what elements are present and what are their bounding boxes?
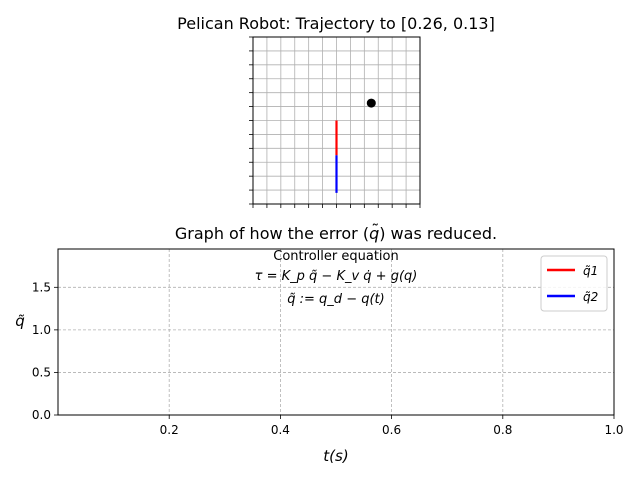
x-ticks: 0.2 0.4 0.6 0.8 1.0 xyxy=(160,415,624,437)
xtick-label-1: 0.4 xyxy=(271,423,290,437)
annotation-equation-2: q̃ := q_d − q(t) xyxy=(287,292,384,307)
xtick-label-2: 0.6 xyxy=(382,423,401,437)
error-chart-title: Graph of how the error (q˜) was reduced. xyxy=(175,221,497,243)
error-chart: Graph of how the error (q˜) was reduced.… xyxy=(15,221,623,465)
xtick-label-3: 0.8 xyxy=(493,423,512,437)
legend-label-q1: q̃1 xyxy=(583,264,598,278)
xtick-label-0: 0.2 xyxy=(160,423,179,437)
y-ticks: 0.0 0.5 1.0 1.5 xyxy=(32,280,58,422)
ytick-label-0: 0.0 xyxy=(32,408,51,422)
x-axis-label: t(s) xyxy=(323,447,348,465)
trajectory-plot: Pelican Robot: Trajectory to [0.26, 0.13… xyxy=(177,14,495,208)
trajectory-grid xyxy=(253,37,420,204)
legend: q̃1 q̃2 xyxy=(540,255,608,312)
ytick-label-2: 1.0 xyxy=(32,323,51,337)
y-axis-label: q̃ xyxy=(15,312,25,330)
trajectory-ticks xyxy=(249,36,421,208)
error-chart-grid xyxy=(58,249,614,415)
trajectory-axes-frame xyxy=(252,36,421,205)
legend-label-q2: q̃2 xyxy=(583,290,598,304)
error-chart-axes-frame xyxy=(57,248,615,416)
ytick-label-1: 0.5 xyxy=(32,365,51,379)
target-point xyxy=(366,98,376,108)
trajectory-title: Pelican Robot: Trajectory to [0.26, 0.13… xyxy=(177,14,495,33)
controller-equation-annotation: Controller equation τ = K_p q̃ − K_v q̇ … xyxy=(255,249,418,307)
xtick-label-4: 1.0 xyxy=(604,423,623,437)
annotation-equation-1: τ = K_p q̃ − K_v q̇ + g(q) xyxy=(255,269,418,284)
ytick-label-3: 1.5 xyxy=(32,280,51,294)
annotation-heading: Controller equation xyxy=(273,249,398,264)
